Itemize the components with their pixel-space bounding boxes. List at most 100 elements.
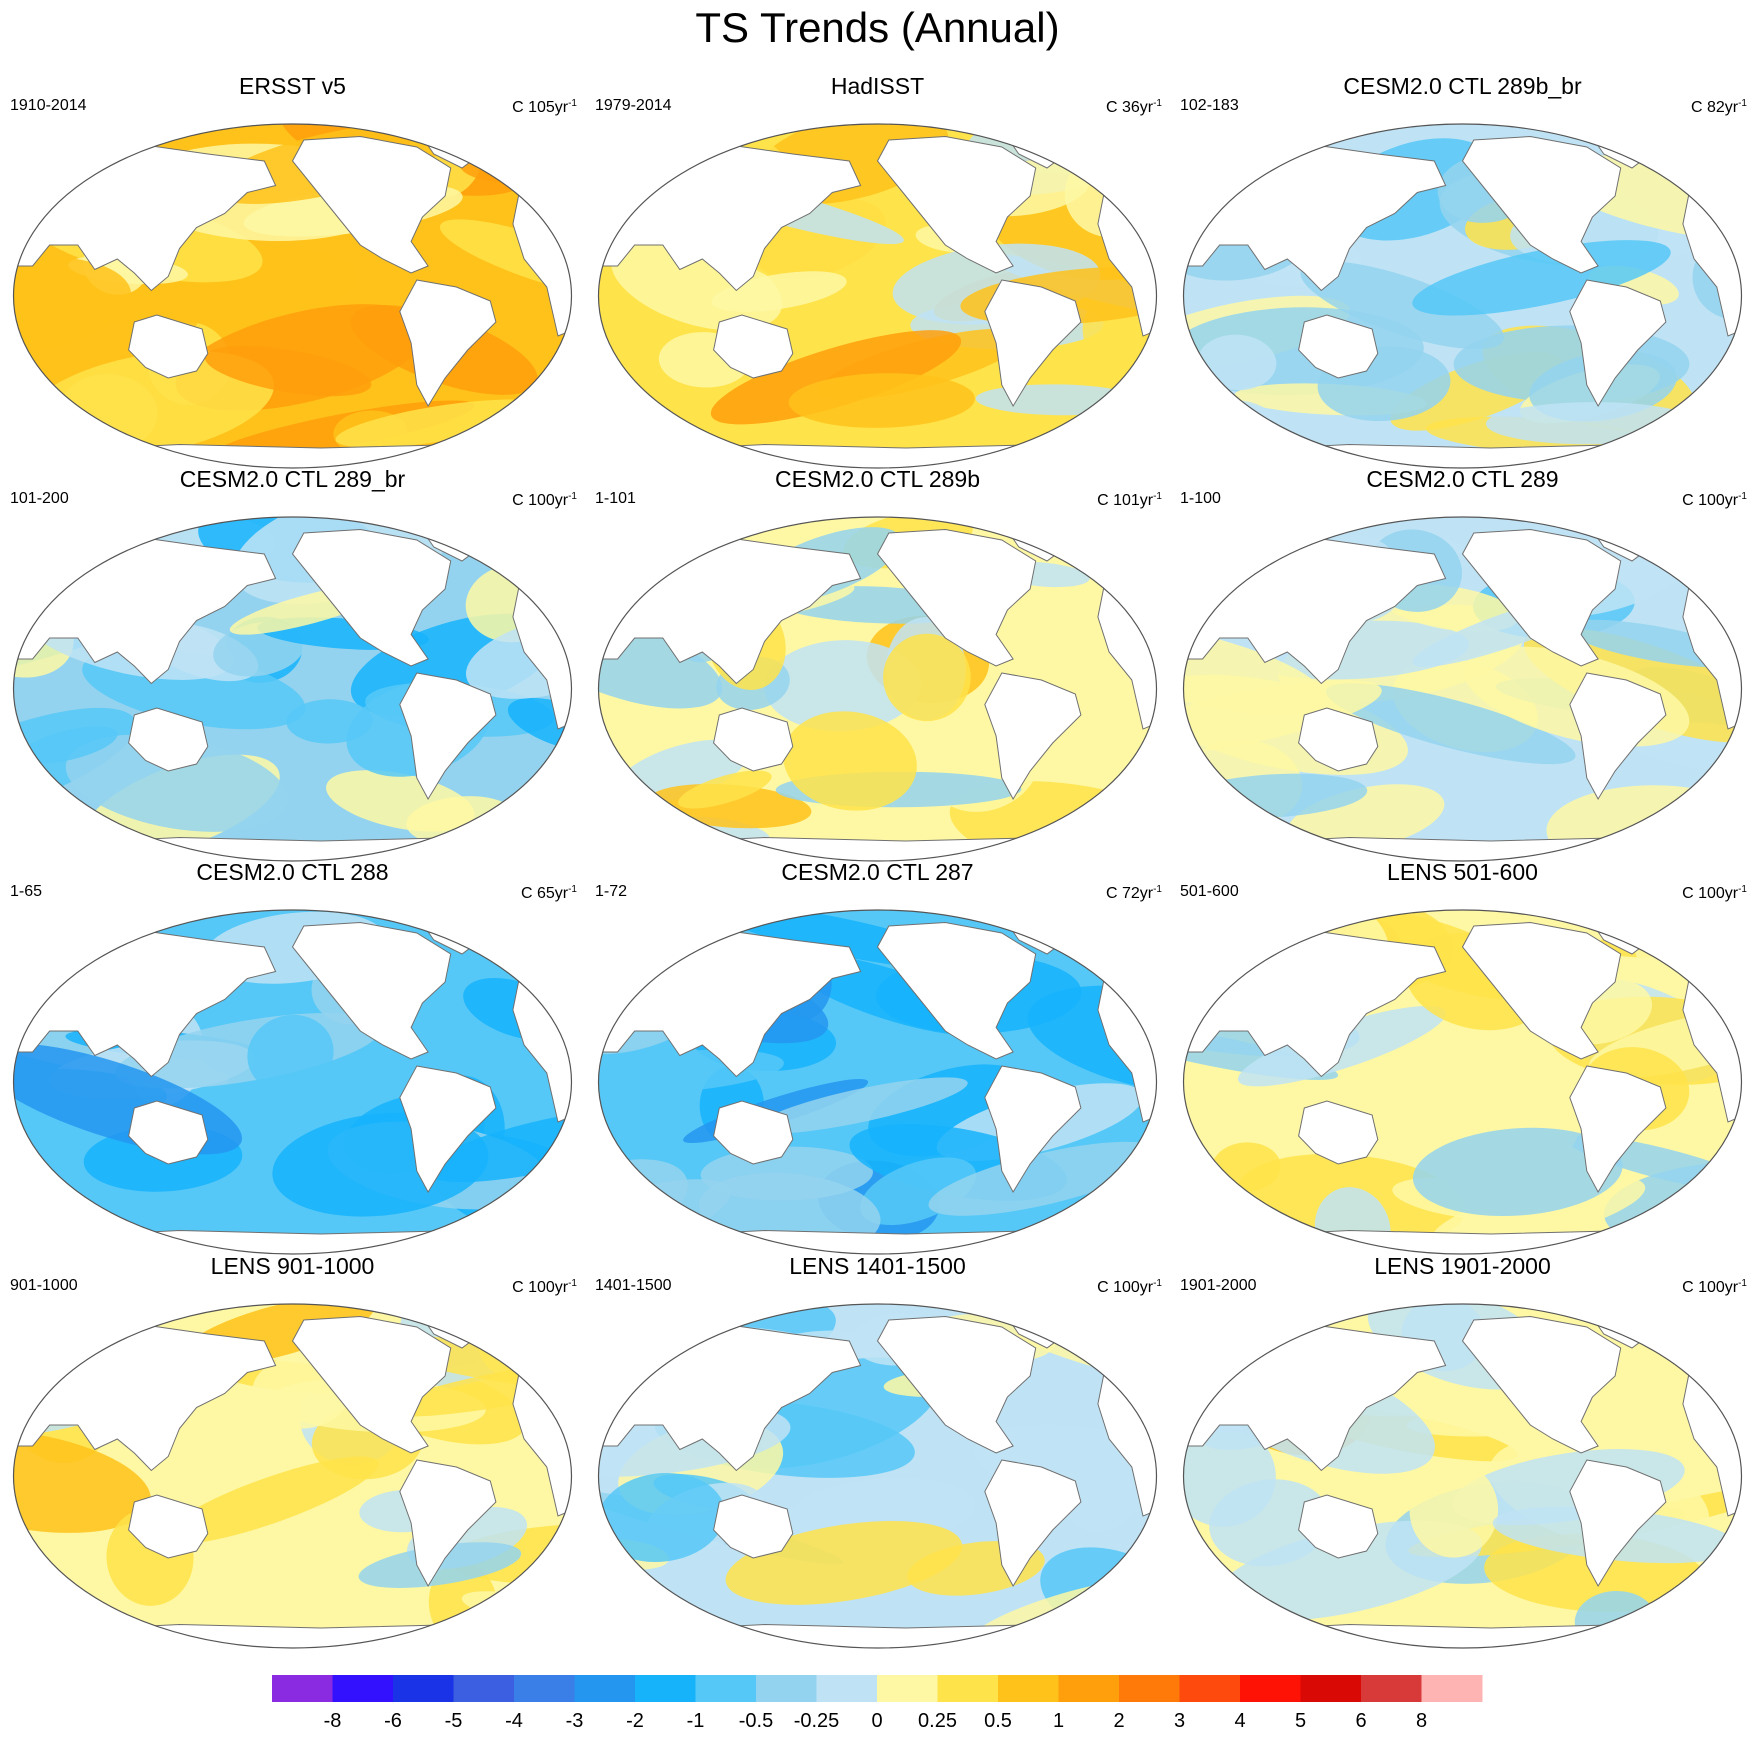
colorbar-swatch <box>635 1675 696 1702</box>
panel-title: LENS 1901-2000 <box>1374 1253 1551 1279</box>
map-boundary <box>597 516 1158 862</box>
trend-units-text: C 65yr <box>520 885 569 902</box>
colorbar-swatch <box>1119 1675 1180 1702</box>
colorbar-swatch <box>332 1675 394 1702</box>
map-boundary <box>12 516 573 862</box>
panel-title: LENS 1401-1500 <box>789 1253 966 1279</box>
trend-patch <box>425 1107 572 1183</box>
trend-patch <box>598 611 723 709</box>
map-panel: CESM2.0 CTL 288 1-65 C 65yr-1 <box>0 858 585 1255</box>
panel-title: ERSST v5 <box>239 73 346 99</box>
colorbar-tick-label: -1 <box>687 1710 705 1732</box>
landmass-namerica <box>1461 528 1622 667</box>
trend-patch <box>1214 1520 1483 1621</box>
colorbar-tick-label: 0.25 <box>918 1710 957 1732</box>
colorbar-swatch <box>1179 1675 1241 1702</box>
landmass-namerica <box>291 528 452 667</box>
panel-period: 102-183 <box>1180 97 1239 114</box>
trend-patch <box>1409 1462 1499 1558</box>
trend-patch <box>20 726 118 764</box>
panel-trend-units: C 101yr-1 <box>1097 487 1162 511</box>
panel-title: LENS 901-1000 <box>210 1253 375 1279</box>
landmass-australia <box>128 707 209 772</box>
panel-period: 1401-1500 <box>595 1277 672 1294</box>
trend-patch <box>335 399 546 448</box>
landmass-samerica <box>984 1459 1082 1588</box>
trend-units-text: C 101yr <box>1097 492 1154 509</box>
colorbar-tick-label: 2 <box>1113 1710 1124 1732</box>
landmass-namerica <box>876 135 1037 274</box>
panel-period: 1-101 <box>595 490 636 507</box>
colorbar-tick-label: -8 <box>324 1710 342 1732</box>
landmass-australia <box>713 1494 794 1559</box>
landmass-australia <box>1298 314 1379 379</box>
world-map <box>597 123 1158 469</box>
colorbar-tick-label: 3 <box>1174 1710 1185 1732</box>
landmass-samerica <box>399 279 497 408</box>
landmass-australia <box>1298 707 1379 772</box>
landmass-namerica <box>1461 921 1622 1060</box>
trend-units-text: C 100yr <box>1682 492 1739 509</box>
landmass-namerica <box>1461 135 1622 274</box>
trend-units-text: C 100yr <box>512 492 569 509</box>
colorbar-tick-label: 4 <box>1234 1710 1245 1732</box>
figure-title: TS Trends (Annual) <box>695 4 1060 51</box>
trend-patch <box>13 256 132 355</box>
trend-patch <box>13 135 46 202</box>
trend-units-exponent: -1 <box>1738 1278 1747 1289</box>
colorbar-swatch <box>1361 1675 1422 1702</box>
panel-trend-units: C 100yr-1 <box>512 487 577 511</box>
landmass-australia <box>713 707 794 772</box>
map-panel: CESM2.0 CTL 289_br 101-200 C 100yr-1 <box>0 465 585 862</box>
panel-title: HadISST <box>830 73 925 99</box>
panel-trend-units: C 100yr-1 <box>512 1274 577 1298</box>
landmass-samerica <box>1569 672 1667 801</box>
colorbar: -8 -6 -5 -4 -3 -2 -1 -0.5 -0.25 0 0.25 0.5 1 2 3 4 5 6 8 <box>272 1675 1483 1732</box>
colorbar-swatch <box>756 1675 817 1702</box>
trend-patch <box>883 633 971 722</box>
landmass-namerica <box>291 921 452 1060</box>
map-panel: ERSST v5 1910-2014 C 105yr-1 <box>0 72 585 469</box>
landmass-namerica <box>1461 1315 1622 1454</box>
landmass-australia <box>128 1494 209 1559</box>
colorbar-swatch <box>1058 1675 1120 1702</box>
panel-title: CESM2.0 CTL 289 <box>1366 466 1559 492</box>
colorbar-tick-label: -3 <box>566 1710 584 1732</box>
landmass-samerica <box>984 279 1082 408</box>
landmass-australia <box>713 1100 794 1165</box>
landmass-antarctica <box>598 1623 1157 1648</box>
landmass-namerica <box>876 528 1037 667</box>
trend-patch <box>13 1429 151 1533</box>
world-map <box>597 909 1158 1255</box>
world-map <box>12 909 573 1255</box>
landmass-samerica <box>984 672 1082 801</box>
map-panel: CESM2.0 CTL 289b 1-101 C 101yr-1 <box>585 465 1170 862</box>
map-boundary <box>1182 516 1743 862</box>
world-map <box>597 516 1158 862</box>
colorbar-swatch <box>272 1675 333 1702</box>
trend-patch <box>783 711 917 811</box>
trend-units-text: C 105yr <box>512 99 569 116</box>
landmass-australia <box>713 314 794 379</box>
world-map <box>1182 1303 1743 1649</box>
trend-patch <box>1326 683 1576 765</box>
trend-patch <box>754 1077 968 1134</box>
trend-patch <box>764 640 921 732</box>
panel-trend-units: C 65yr-1 <box>521 880 577 904</box>
map-panel: LENS 1901-2000 1901-2000 C 100yr-1 <box>1170 1252 1755 1649</box>
colorbar-swatch <box>1421 1675 1483 1702</box>
colorbar-tick-label: -0.25 <box>794 1710 840 1732</box>
trend-patch <box>1183 679 1382 756</box>
colorbar-tick-label: -2 <box>626 1710 644 1732</box>
landmass-australia <box>1298 1494 1379 1559</box>
panel-trend-units: C 100yr-1 <box>1682 880 1747 904</box>
panel-period: 1901-2000 <box>1180 1277 1257 1294</box>
trend-patch <box>247 1014 334 1094</box>
landmass-samerica <box>399 672 497 801</box>
trend-patch <box>1197 334 1277 391</box>
trend-units-exponent: -1 <box>568 491 577 502</box>
trend-units-exponent: -1 <box>568 98 577 109</box>
trend-patch <box>1300 261 1504 350</box>
trend-patch <box>13 1203 49 1238</box>
panel-period: 501-600 <box>1180 883 1239 900</box>
